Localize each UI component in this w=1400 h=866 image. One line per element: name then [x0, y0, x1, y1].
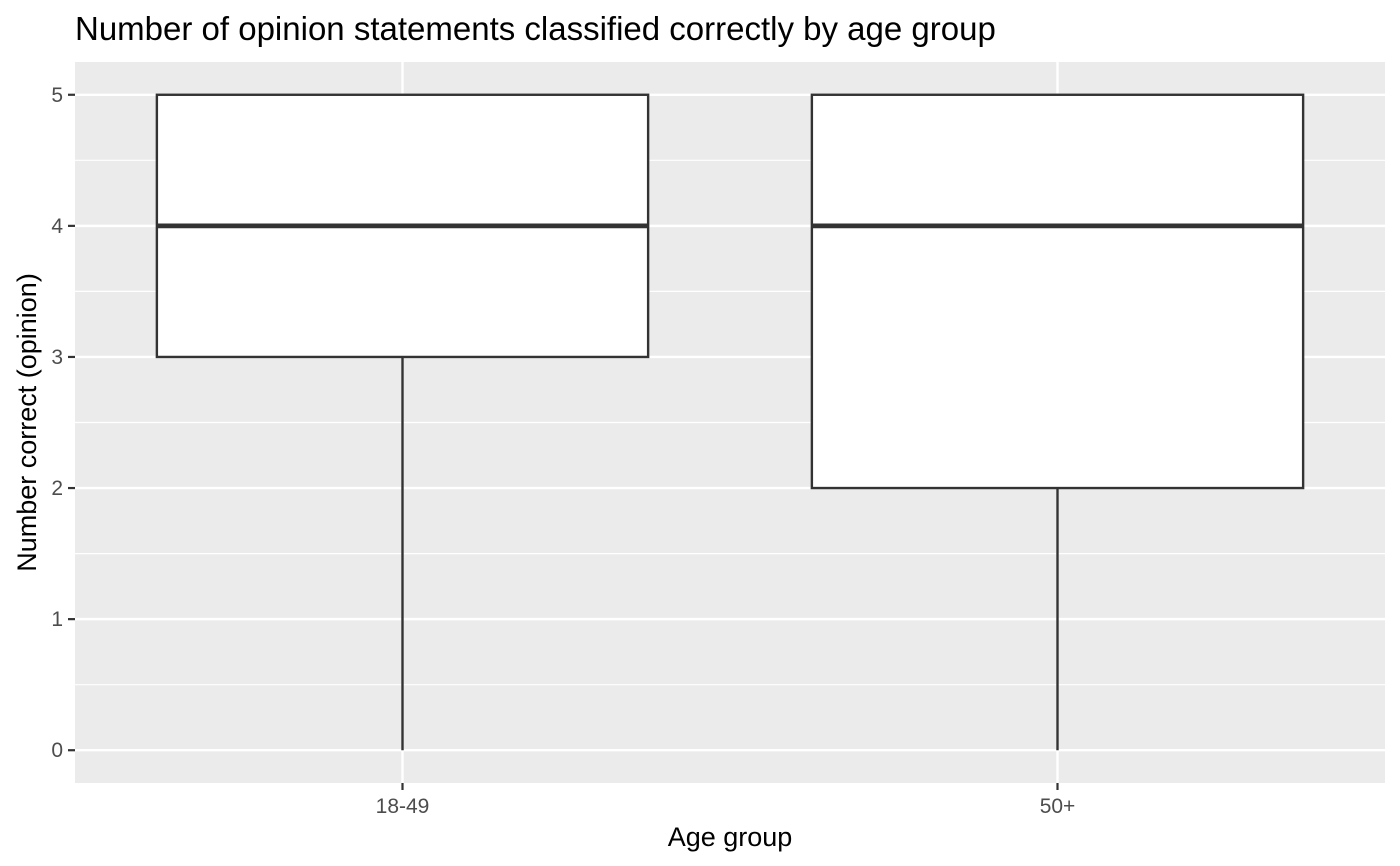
y-axis: 0 1 2 3 4 5	[51, 84, 75, 762]
box-50+	[810, 93, 1305, 751]
box-18-49	[155, 93, 650, 751]
x-tick-label: 18-49	[376, 795, 430, 818]
y-tick-label: 5	[51, 84, 63, 107]
y-axis-title: Number correct (opinion)	[12, 273, 42, 572]
chart-title: Number of opinion statements classified …	[75, 10, 996, 47]
x-axis-title: Age group	[668, 822, 793, 852]
boxes-layer	[155, 93, 1305, 751]
y-tick-label: 0	[51, 739, 63, 762]
y-tick-label: 3	[51, 346, 63, 369]
x-tick-label: 50+	[1040, 795, 1076, 818]
y-tick-label: 1	[51, 608, 63, 631]
y-tick-label: 2	[51, 477, 63, 500]
box-body	[810, 93, 1305, 490]
y-tick-label: 4	[51, 215, 63, 238]
x-axis: 18-49 50+	[376, 783, 1076, 818]
